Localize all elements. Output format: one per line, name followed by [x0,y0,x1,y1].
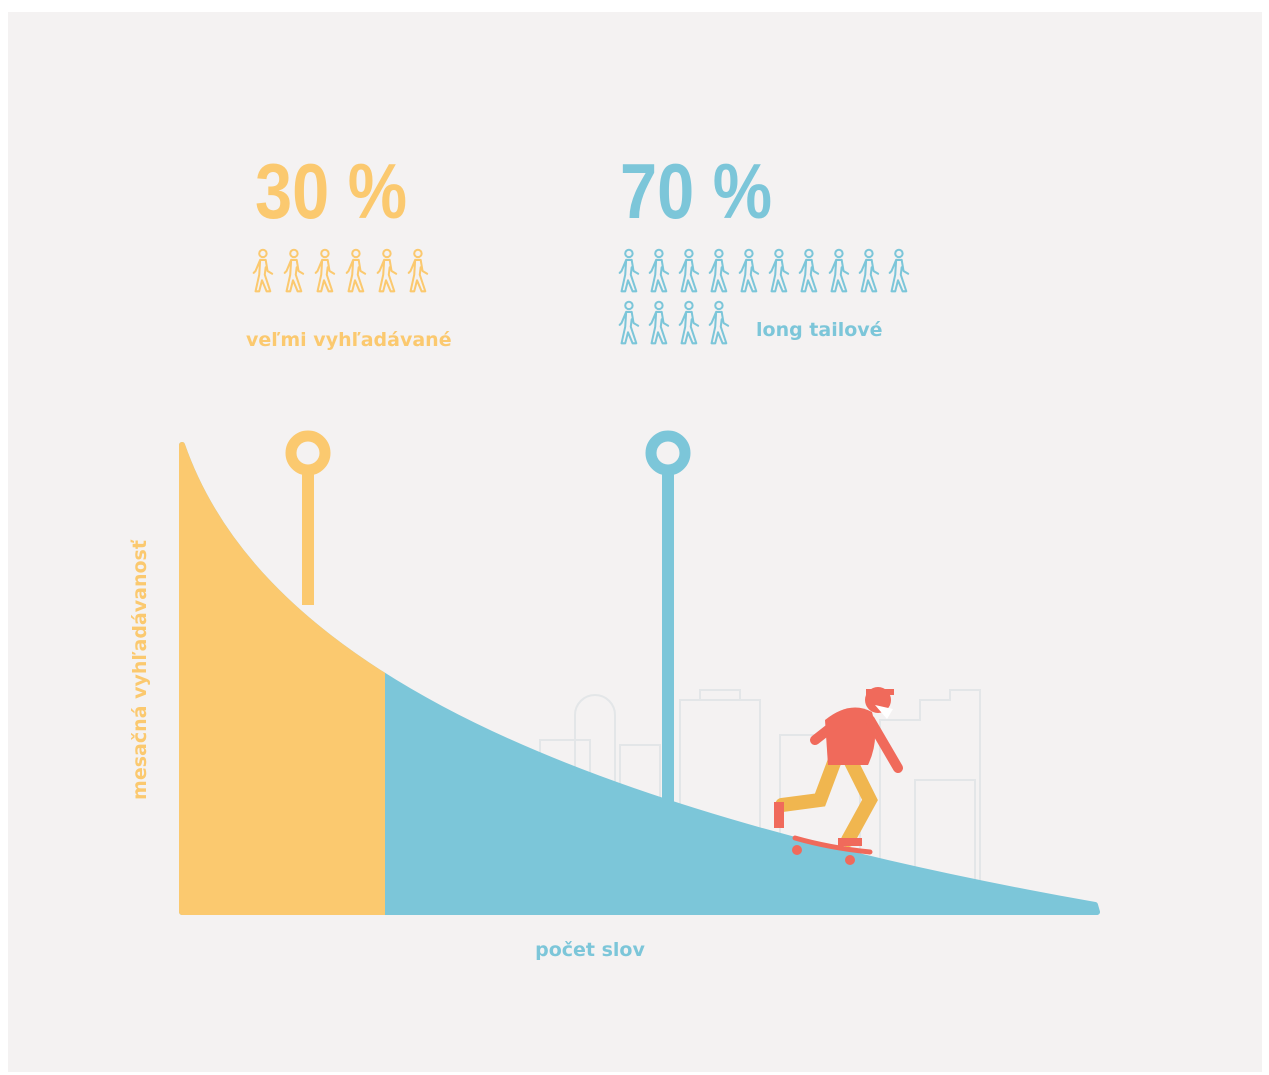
y-axis-label: mesačná vyhľadávanosť [129,539,151,800]
long-tail-curve [179,442,1100,915]
head-label: veľmi vyhľadávané [246,329,452,351]
x-axis-label: počet slov [535,939,645,961]
pin-head [285,430,331,605]
pin-tail [645,430,691,818]
tail-label: long tailové [756,319,883,341]
skater [774,687,903,865]
head-percent: 30 % [255,147,407,235]
head-area [179,442,385,915]
tail-percent: 70 % [620,147,772,235]
